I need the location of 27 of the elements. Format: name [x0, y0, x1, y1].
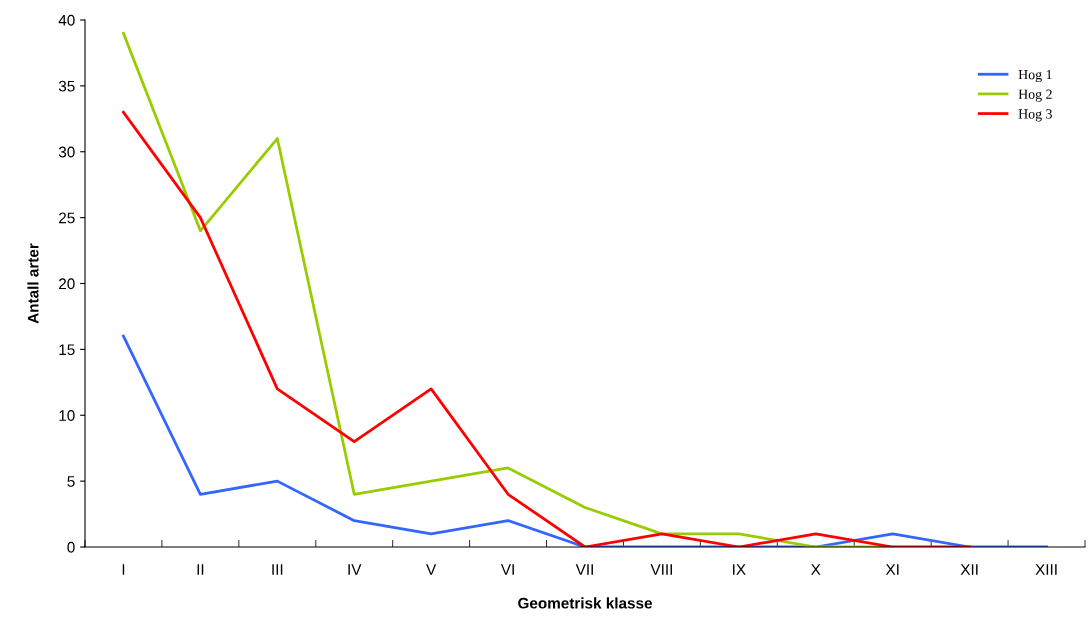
legend-label: Hog 3 [1018, 109, 1052, 122]
y-tick-label: 30 [58, 146, 75, 158]
x-tick-label: I [122, 564, 125, 575]
x-tick-label: V [426, 564, 437, 575]
x-tick-label: II [197, 564, 204, 575]
y-axis-title: Antall arter [27, 243, 39, 324]
y-tick-label: 10 [59, 410, 75, 421]
y-tick-label: 20 [59, 278, 75, 290]
x-tick-label: VII [575, 564, 593, 575]
legend-label: Hog 1 [1018, 69, 1052, 83]
x-tick-label: X [811, 564, 821, 575]
y-tick-label: 0 [67, 541, 75, 553]
x-tick-label: XI [885, 564, 899, 575]
y-tick-label: 15 [59, 344, 75, 356]
x-tick-label: VIII [650, 564, 672, 575]
y-tick-label: 5 [67, 476, 75, 487]
x-tick-label: IX [733, 564, 746, 575]
legend-label: Hog 2 [1018, 89, 1052, 102]
x-tick-label: III [272, 564, 283, 575]
x-tick-label: VI [500, 564, 514, 575]
x-tick-label: IV [348, 564, 362, 575]
x-axis-title: Geometrisk klasse [518, 597, 652, 609]
y-tick-label: 35 [58, 80, 75, 92]
y-tick-label: 25 [59, 212, 75, 224]
y-tick-label: 40 [58, 14, 75, 26]
x-tick-label: XIII [1035, 564, 1057, 575]
x-tick-label: XII [960, 564, 978, 575]
